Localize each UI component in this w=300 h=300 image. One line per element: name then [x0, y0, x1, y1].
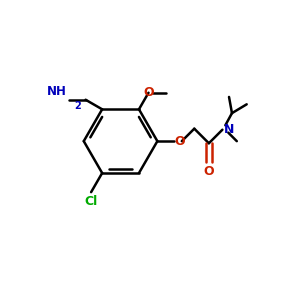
Text: O: O [204, 165, 214, 178]
Text: NH: NH [46, 85, 66, 98]
Text: O: O [143, 86, 154, 99]
Text: O: O [174, 135, 185, 148]
Text: N: N [224, 123, 234, 136]
Text: 2: 2 [75, 101, 81, 111]
Text: Cl: Cl [84, 194, 97, 208]
